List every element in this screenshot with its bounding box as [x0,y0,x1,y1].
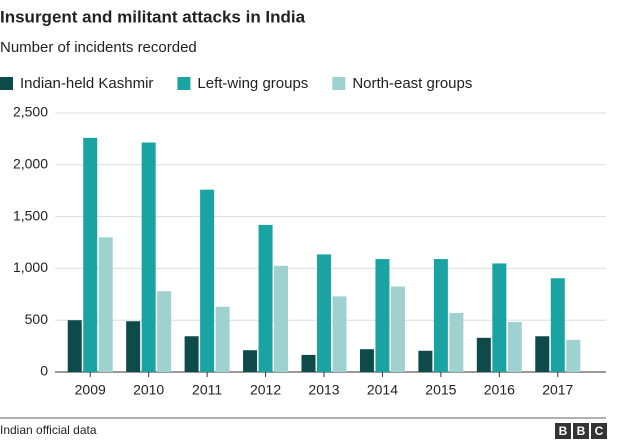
bar [98,237,113,372]
x-tick-label: 2017 [542,382,573,398]
x-tick-label: 2013 [308,382,339,398]
x-tick-label: 2016 [484,382,515,398]
x-tick-label: 2012 [250,382,281,398]
source: Indian official data [0,423,97,437]
bar [215,306,230,372]
chart-title: Insurgent and militant attacks in India [0,7,306,26]
bar [492,263,507,372]
bar [141,142,156,372]
legend-label: North-east groups [352,75,472,92]
logo-letter: C [595,424,604,438]
bar [375,259,390,372]
x-tick-label: 2010 [133,382,164,398]
bar [200,189,215,372]
bar [418,350,433,372]
legend-label: Left-wing groups [197,75,308,92]
logo-letter: B [577,424,586,438]
legend-swatch [332,77,346,90]
y-tick-label: 0 [40,363,48,379]
bar [332,296,347,372]
legend-swatch [177,77,191,90]
x-tick-label: 2011 [192,382,222,398]
legend-label: Indian-held Kashmir [20,75,153,92]
bar [157,291,172,372]
y-tick-label: 2,500 [13,104,48,120]
x-tick-label: 2009 [75,382,106,398]
bar [507,321,522,372]
bar [566,339,581,372]
y-tick-label: 2,000 [13,156,48,172]
logo-box [573,423,589,439]
bar [67,320,82,372]
logo-letter: B [559,424,568,438]
y-tick-label: 1,000 [13,259,48,275]
bar [126,321,141,372]
bar [83,137,98,372]
x-tick-label: 2014 [367,382,398,398]
bar [301,354,316,372]
bar [535,336,550,372]
bar [390,286,405,372]
bar [184,336,199,372]
y-tick-label: 1,500 [13,207,48,223]
bar [258,224,273,372]
bar [274,265,289,372]
bar [317,254,331,372]
x-tick-label: 2015 [425,382,456,398]
bar [550,278,565,372]
logo-box [591,423,607,439]
legend-swatch [0,77,13,90]
bar [433,259,448,372]
bar [359,349,374,372]
bar [449,312,464,372]
y-tick-label: 500 [25,311,49,327]
logo-box [555,423,571,439]
chart-subtitle: Number of incidents recorded [0,39,197,56]
bar [243,350,258,372]
bar [476,337,491,372]
